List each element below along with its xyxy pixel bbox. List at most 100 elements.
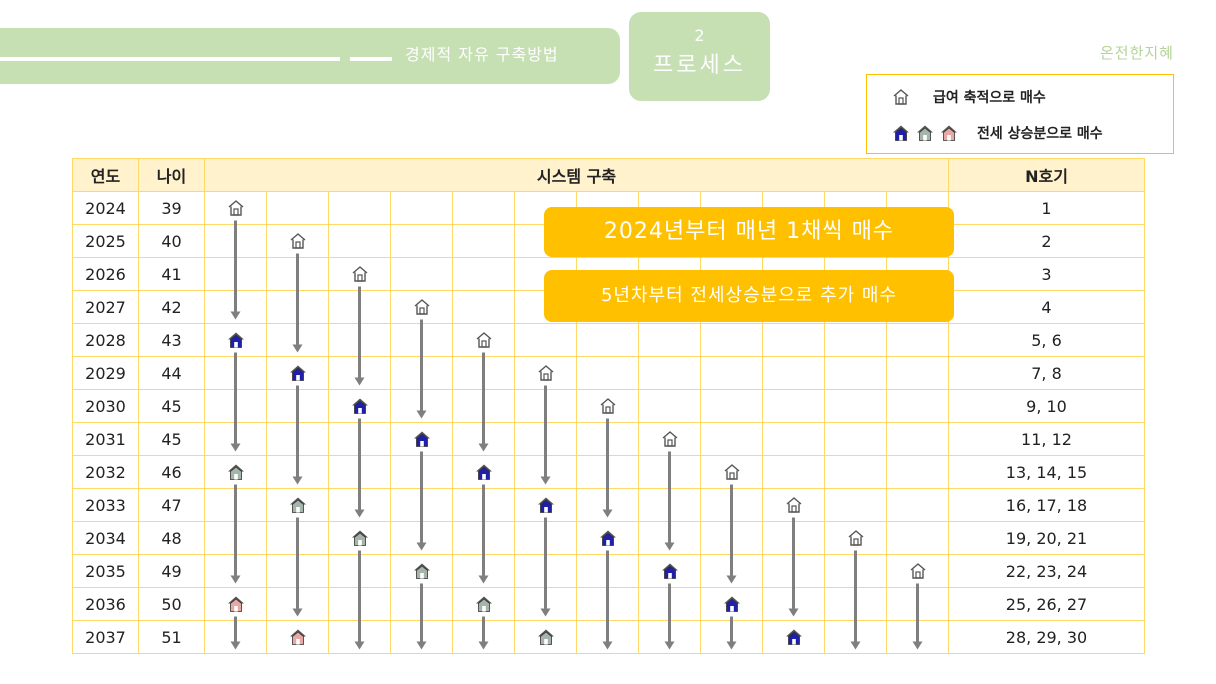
system-cell: [824, 323, 887, 357]
step-title: 프로세스: [653, 53, 746, 78]
system-cell: [266, 356, 329, 390]
house-outline-icon: [598, 396, 618, 416]
system-cell: [824, 356, 887, 390]
year-cell: 2028: [72, 323, 139, 357]
system-cell: [514, 488, 577, 522]
system-cell: [886, 455, 949, 489]
system-cell: [266, 323, 329, 357]
year-cell: 2031: [72, 422, 139, 456]
system-cell: [824, 389, 887, 423]
system-cell: [762, 554, 825, 588]
system-cell: [328, 521, 391, 555]
system-cell: [390, 620, 453, 654]
count-cell: 7, 8: [948, 356, 1145, 390]
author-name: 온전한지혜: [1099, 44, 1174, 62]
system-cell: [700, 587, 763, 621]
count-cell: 2: [948, 224, 1145, 258]
count-cell: 13, 14, 15: [948, 455, 1145, 489]
system-cell: [266, 554, 329, 588]
year-cell: 2033: [72, 488, 139, 522]
system-cell: [328, 587, 391, 621]
house-blue-icon: [784, 627, 804, 647]
system-cell: [700, 356, 763, 390]
system-cell: [328, 620, 391, 654]
system-cell: [452, 620, 515, 654]
house-pink-icon: [226, 594, 246, 614]
system-cell: [576, 455, 639, 489]
count-cell: 11, 12: [948, 422, 1145, 456]
house-outline-icon: [891, 87, 911, 107]
header-age: 나이: [138, 158, 205, 192]
age-cell: 42: [138, 290, 205, 324]
callout-jeonse-purchase: 5년차부터 전세상승분으로 추가 매수: [544, 270, 954, 322]
year-cell: 2025: [72, 224, 139, 258]
year-cell: 2036: [72, 587, 139, 621]
system-cell: [452, 554, 515, 588]
system-cell: [762, 422, 825, 456]
step-box: 2 프로세스: [629, 12, 770, 101]
system-cell: [204, 290, 267, 324]
system-cell: [204, 620, 267, 654]
system-cell: [328, 554, 391, 588]
age-cell: 51: [138, 620, 205, 654]
legend: 급여 축적으로 매수 전세 상승분으로 매수: [866, 74, 1174, 154]
header-year: 연도: [72, 158, 139, 192]
system-cell: [762, 389, 825, 423]
system-cell: [204, 356, 267, 390]
system-cell: [452, 290, 515, 324]
system-cell: [576, 422, 639, 456]
system-cell: [514, 323, 577, 357]
system-cell: [576, 521, 639, 555]
house-gray-icon: [915, 123, 935, 143]
year-cell: 2035: [72, 554, 139, 588]
house-outline-icon: [784, 495, 804, 515]
system-cell: [266, 224, 329, 258]
system-cell: [576, 389, 639, 423]
house-outline-icon: [226, 198, 246, 218]
age-cell: 41: [138, 257, 205, 291]
system-cell: [700, 620, 763, 654]
system-cell: [390, 422, 453, 456]
house-gray-icon: [288, 495, 308, 515]
house-outline-icon: [536, 363, 556, 383]
house-outline-icon: [722, 462, 742, 482]
system-cell: [576, 554, 639, 588]
system-cell: [390, 323, 453, 357]
header-system: 시스템 구축: [204, 158, 949, 192]
system-cell: [576, 323, 639, 357]
system-cell: [204, 521, 267, 555]
table-row: 2028 43 5, 6: [72, 323, 1145, 357]
system-cell: [824, 554, 887, 588]
header-banner: [0, 28, 620, 84]
system-cell: [390, 455, 453, 489]
age-cell: 50: [138, 587, 205, 621]
age-cell: 46: [138, 455, 205, 489]
table-row: 2035 49 22, 23, 24: [72, 554, 1145, 588]
house-blue-icon: [536, 495, 556, 515]
system-cell: [576, 488, 639, 522]
house-outline-icon: [350, 264, 370, 284]
system-cell: [266, 488, 329, 522]
house-gray-icon: [350, 528, 370, 548]
system-cell: [390, 488, 453, 522]
house-outline-icon: [846, 528, 866, 548]
legend-row-salary: 급여 축적으로 매수: [891, 87, 1046, 107]
system-cell: [638, 356, 701, 390]
system-cell: [204, 323, 267, 357]
house-blue-icon: [891, 123, 911, 143]
system-cell: [204, 191, 267, 225]
system-cell: [266, 620, 329, 654]
system-cell: [762, 455, 825, 489]
legend-row-jeonse: 전세 상승분으로 매수: [891, 123, 1103, 143]
system-cell: [390, 554, 453, 588]
system-cell: [638, 422, 701, 456]
legend-jeonse-label: 전세 상승분으로 매수: [977, 126, 1103, 142]
count-cell: 3: [948, 257, 1145, 291]
system-cell: [638, 554, 701, 588]
system-cell: [824, 587, 887, 621]
system-cell: [266, 389, 329, 423]
house-gray-icon: [226, 462, 246, 482]
system-cell: [266, 290, 329, 324]
callout-yearly-purchase: 2024년부터 매년 1채씩 매수: [544, 207, 954, 257]
system-cell: [266, 257, 329, 291]
